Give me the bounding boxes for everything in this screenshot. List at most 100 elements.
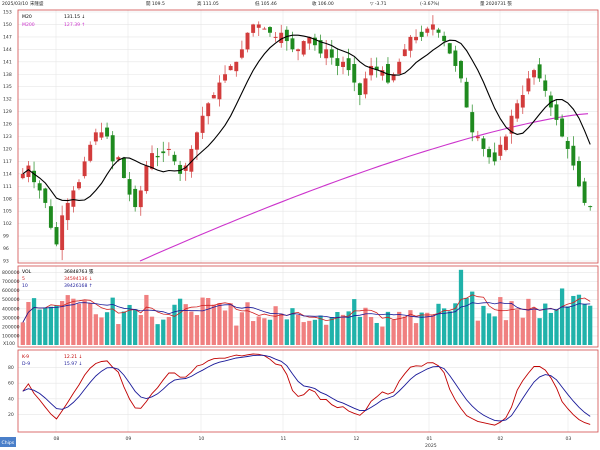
candle-body	[487, 149, 492, 158]
volume-tick-label: 400000	[2, 306, 20, 312]
price-tick-label: 96	[3, 246, 9, 252]
kd-lines	[22, 353, 591, 426]
ma200-path	[139, 113, 589, 262]
kd-tick-label: 80	[8, 365, 14, 371]
price-tick-label: 108	[3, 196, 12, 202]
quote-info-bar: 2025/03/10 宋隆盛 開 109.5 高 111.05 低 105.46…	[0, 0, 600, 9]
price-tick-label: 123	[3, 134, 12, 140]
legend-k-label: K-9	[22, 354, 29, 360]
candle-body	[470, 112, 475, 133]
candle-body	[273, 36, 278, 38]
volume-bar	[26, 301, 31, 345]
candle-body	[363, 78, 368, 95]
candle-body	[206, 103, 211, 117]
candle-body	[565, 140, 570, 149]
volume-bar	[391, 320, 396, 345]
info-close: 收 106.00	[312, 2, 334, 7]
legend-d-value: 15.97 ↓	[64, 361, 82, 367]
volume-bar	[245, 302, 250, 345]
volume-bar	[368, 317, 374, 345]
volume-bar	[324, 324, 329, 345]
volume-bar	[273, 306, 278, 345]
candle-body	[475, 136, 480, 139]
volume-bar	[475, 320, 480, 345]
candle-body	[436, 29, 441, 33]
legend-vol5-label: 5	[22, 276, 25, 282]
volume-bar	[59, 300, 65, 345]
volume-bar	[110, 297, 115, 345]
info-name: 宋隆盛	[30, 2, 44, 7]
legend-vol-label: VOL	[22, 269, 32, 275]
candle-body	[127, 179, 132, 195]
volume-bar	[116, 324, 121, 345]
price-tick-label: 99	[3, 234, 9, 240]
volume-bar	[526, 298, 531, 345]
volume-bar	[565, 306, 570, 345]
candle-body	[324, 49, 329, 59]
candle-body	[105, 127, 110, 137]
volume-bar	[492, 316, 497, 345]
chips-corner-label: Chips	[2, 440, 15, 446]
candle-body	[329, 49, 334, 58]
volume-tick-label: 300000	[2, 315, 20, 321]
candle-body	[217, 82, 222, 100]
price-axis-labels: 153 150 147 144 141 138 135 132 129 126 123 120 117 1…	[3, 10, 12, 265]
volume-bar	[37, 309, 42, 345]
candle-body	[290, 38, 295, 50]
kd-path	[22, 353, 591, 426]
candle-body	[223, 74, 228, 81]
candle-body	[369, 65, 374, 76]
volume-bar	[515, 309, 520, 345]
volume-bar	[262, 318, 267, 345]
candle-body	[284, 29, 289, 42]
candle-body	[166, 148, 171, 151]
volume-bar	[88, 303, 93, 345]
volume-bar	[20, 322, 25, 345]
volume-bar	[357, 316, 363, 345]
price-tick-label: 93	[3, 259, 9, 265]
candle-body	[481, 138, 486, 149]
candle-body	[194, 132, 199, 150]
info-high: 高 111.05	[197, 2, 219, 7]
price-tick-label: 126	[3, 122, 12, 128]
month-tick-label: 12	[354, 436, 360, 442]
volume-tick-label: 500000	[2, 297, 20, 303]
volume-bar	[43, 307, 48, 345]
legend-d-label: D-9	[22, 361, 30, 367]
candle-body	[256, 24, 261, 28]
candle-body	[189, 148, 194, 172]
candle-body	[453, 50, 458, 66]
volume-bar	[425, 312, 430, 345]
candle-body	[183, 165, 188, 171]
volume-bar	[161, 319, 166, 345]
volume-bar	[509, 301, 514, 345]
chips-corner-button[interactable]	[0, 437, 16, 447]
candle-body	[464, 81, 469, 108]
volume-bar	[543, 303, 548, 345]
volume-bar	[582, 304, 587, 345]
volume-bar	[228, 303, 233, 345]
volume-axis-labels: 800000 700000 600000 500000 400000 300000 2000…	[2, 270, 20, 339]
candle-body	[88, 144, 93, 161]
volume-bar	[76, 303, 82, 345]
volume-bar	[531, 307, 537, 345]
candle-body	[402, 49, 407, 57]
volume-bar	[346, 311, 351, 345]
volume-bar	[194, 315, 200, 345]
price-tick-label: 105	[3, 209, 12, 215]
candle-body	[576, 161, 581, 187]
month-tick-label: 03	[566, 436, 572, 442]
volume-bar	[363, 307, 368, 345]
candle-body	[200, 115, 205, 133]
kd-legend: K-9 12.21 ↓ D-9 15.97 ↓	[22, 354, 82, 367]
kd-tick-label: 60	[8, 381, 14, 387]
candle-body	[144, 165, 149, 192]
legend-k-value: 12.21 ↓	[64, 354, 82, 360]
candle-body	[161, 151, 166, 154]
info-change: ▽ -3.71	[370, 2, 387, 7]
volume-bar	[295, 314, 301, 345]
info-low: 低 105.46	[255, 2, 277, 7]
volume-bar	[380, 326, 385, 345]
